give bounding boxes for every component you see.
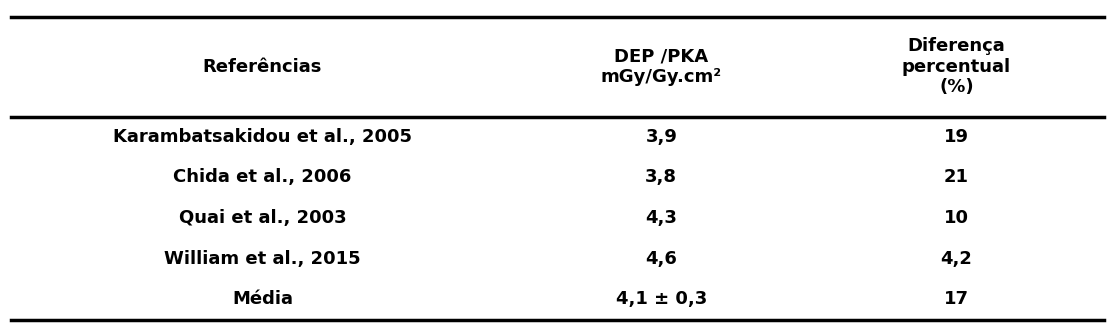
Text: 4,1 ± 0,3: 4,1 ± 0,3: [615, 290, 707, 308]
Text: 3,8: 3,8: [646, 168, 677, 186]
Text: William et al., 2015: William et al., 2015: [164, 250, 361, 268]
Text: Quai et al., 2003: Quai et al., 2003: [178, 209, 347, 227]
Text: 4,3: 4,3: [646, 209, 677, 227]
Text: 19: 19: [943, 128, 969, 146]
Text: 21: 21: [943, 168, 969, 186]
Text: Diferença
percentual
(%): Diferença percentual (%): [902, 37, 1011, 96]
Text: 3,9: 3,9: [646, 128, 677, 146]
Text: Karambatsakidou et al., 2005: Karambatsakidou et al., 2005: [113, 128, 411, 146]
Text: DEP /PKA
mGy/Gy.cm²: DEP /PKA mGy/Gy.cm²: [601, 47, 721, 86]
Text: 4,6: 4,6: [646, 250, 677, 268]
Text: Média: Média: [232, 290, 293, 308]
Text: 17: 17: [943, 290, 969, 308]
Text: 10: 10: [943, 209, 969, 227]
Text: 4,2: 4,2: [940, 250, 972, 268]
Text: Chida et al., 2006: Chida et al., 2006: [173, 168, 351, 186]
Text: Referências: Referências: [203, 58, 322, 76]
